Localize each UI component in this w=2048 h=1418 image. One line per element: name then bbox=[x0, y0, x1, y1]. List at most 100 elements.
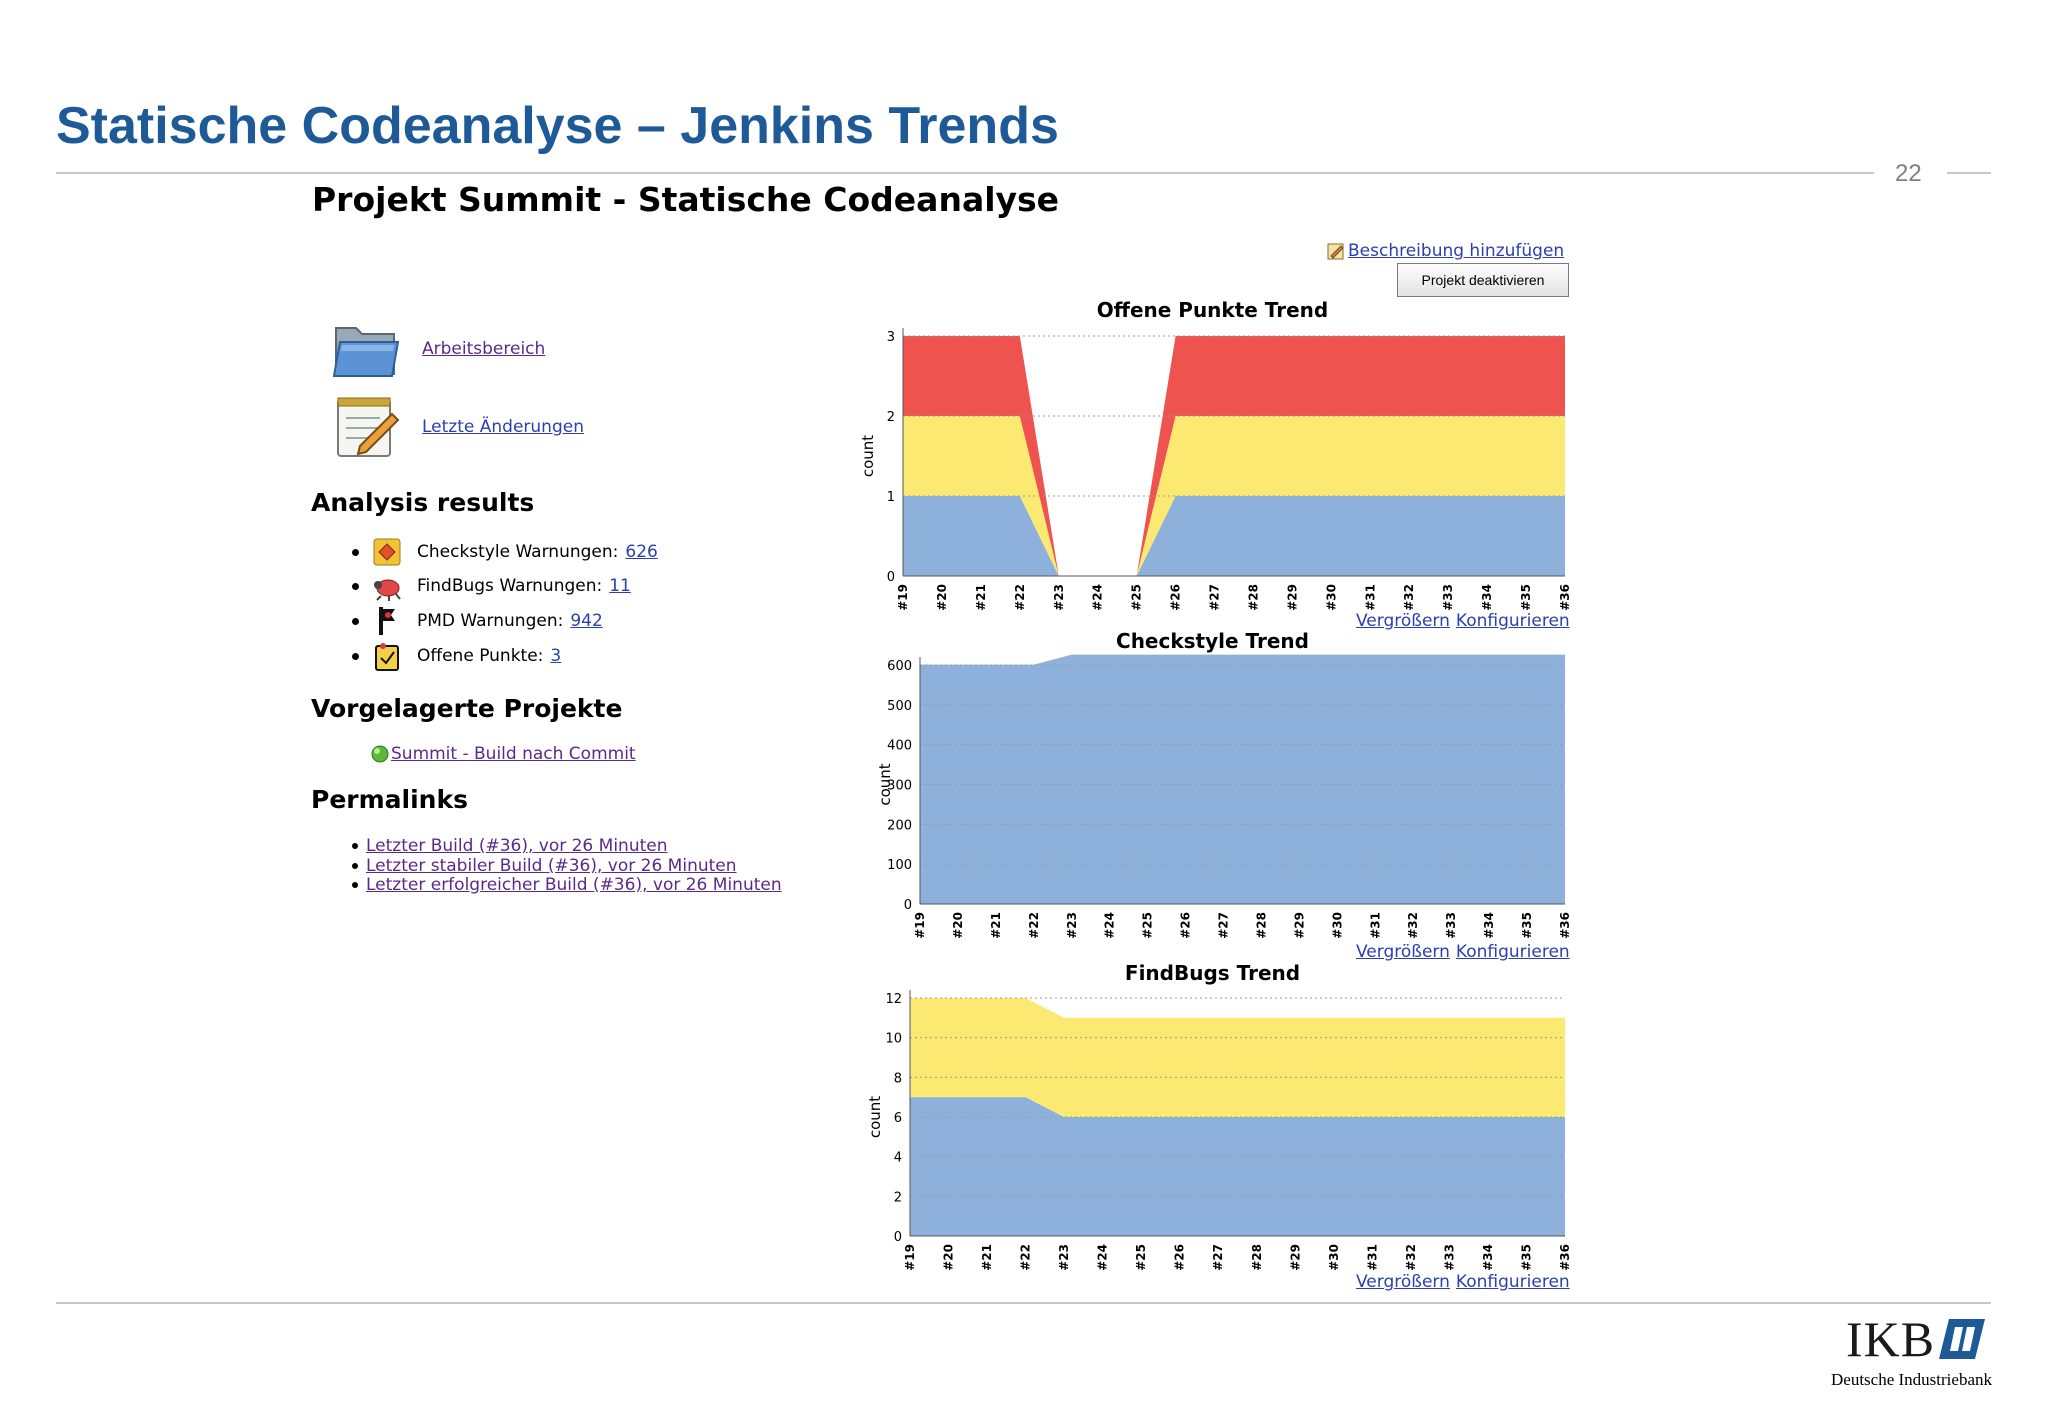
findbugs-count-link[interactable]: 11 bbox=[609, 576, 631, 596]
x-tick-label: #32 bbox=[1406, 912, 1420, 939]
checkstyle-trend-chart[interactable]: 0 100 200 300 400 500 600 #19 #20 #21 #22 #23 #24 #25… bbox=[850, 650, 1580, 950]
x-tick-label: #33 bbox=[1444, 912, 1458, 939]
y-tick-label: 10 bbox=[885, 1032, 902, 1047]
company-name: Deutsche Industriebank bbox=[1831, 1370, 1992, 1389]
task-recent-changes[interactable]: Letzte Änderungen bbox=[330, 394, 584, 460]
x-tick-label: #22 bbox=[1019, 1244, 1033, 1271]
analysis-item-findbugs: FindBugs Warnungen: 11 bbox=[352, 570, 631, 602]
analysis-item-open-tasks: Offene Punkte: 3 bbox=[352, 640, 561, 672]
y-tick-label: 3 bbox=[887, 330, 895, 345]
x-tick-label: #27 bbox=[1217, 912, 1231, 939]
ikb-logo-icon bbox=[1939, 1319, 1986, 1359]
open-tasks-count-link[interactable]: 3 bbox=[550, 646, 562, 666]
x-tick-label: #26 bbox=[1169, 584, 1183, 611]
configure-link[interactable]: Konfigurieren bbox=[1455, 1272, 1570, 1292]
title-divider bbox=[56, 172, 1874, 174]
upstream-project-label[interactable]: Summit - Build nach Commit bbox=[391, 744, 636, 764]
x-tick-label: #29 bbox=[1292, 912, 1306, 939]
x-tick-label: #21 bbox=[974, 584, 988, 611]
x-tick-label: #21 bbox=[980, 1244, 994, 1271]
x-tick-label: #36 bbox=[1558, 584, 1572, 611]
add-description-label[interactable]: Beschreibung hinzufügen bbox=[1348, 241, 1565, 261]
upstream-heading: Vorgelagerte Projekte bbox=[311, 694, 623, 723]
add-description-link[interactable]: Beschreibung hinzufügen bbox=[1326, 241, 1564, 261]
permalink-item: Letzter Build (#36), vor 26 Minuten bbox=[352, 836, 668, 856]
x-tick-label: #31 bbox=[1363, 584, 1377, 611]
x-tick-label: #25 bbox=[1130, 584, 1144, 611]
permalink-last-successful-build[interactable]: Letzter erfolgreicher Build (#36), vor 2… bbox=[366, 875, 782, 895]
configure-link[interactable]: Konfigurieren bbox=[1455, 942, 1570, 962]
findbugs-trend-chart[interactable]: 0 2 4 6 8 10 12 #19 #20 #21 #22 #23 #24 #25 #26 #27 #28 #… bbox=[850, 982, 1580, 1282]
bullet bbox=[352, 582, 359, 590]
company-logo: IKB Deutsche Industriebank bbox=[1822, 1310, 1992, 1410]
x-tick-label: #22 bbox=[1013, 584, 1027, 611]
analysis-heading: Analysis results bbox=[311, 488, 535, 517]
open-tasks-trend-chart[interactable]: 0 1 2 3 #19 #20 #21 #22 #23 #24 #25 #26 #27 #28 #29 #30… bbox=[850, 318, 1580, 618]
enlarge-link[interactable]: Vergrößern bbox=[1356, 942, 1450, 962]
tasks-icon bbox=[375, 643, 399, 671]
bullet bbox=[352, 617, 359, 625]
permalink-last-build[interactable]: Letzter Build (#36), vor 26 Minuten bbox=[366, 836, 668, 856]
x-tick-label: #23 bbox=[1065, 912, 1079, 939]
y-axis-label: count bbox=[876, 763, 894, 805]
x-tick-label: #33 bbox=[1441, 584, 1455, 611]
open-tasks-label: Offene Punkte: bbox=[417, 646, 544, 666]
permalink-last-stable-build[interactable]: Letzter stabiler Build (#36), vor 26 Min… bbox=[366, 856, 737, 876]
pmd-icon bbox=[379, 607, 395, 635]
x-tick-label: #32 bbox=[1402, 584, 1416, 611]
chart-links-findbugs: Vergrößern Konfigurieren bbox=[1350, 1272, 1570, 1292]
slide-title: Statische Codeanalyse – Jenkins Trends bbox=[56, 97, 1059, 155]
pmd-count-link[interactable]: 942 bbox=[570, 611, 603, 631]
x-tick-label: #23 bbox=[1052, 584, 1066, 611]
y-tick-label: 2 bbox=[894, 1190, 902, 1205]
y-tick-label: 12 bbox=[885, 992, 902, 1007]
bullet bbox=[352, 882, 358, 888]
y-tick-label: 0 bbox=[894, 1230, 902, 1245]
chart-title-findbugs: FindBugs Trend bbox=[1124, 961, 1301, 985]
enlarge-link[interactable]: Vergrößern bbox=[1356, 611, 1450, 631]
notepad-icon bbox=[337, 397, 400, 457]
x-tick-label: #20 bbox=[935, 584, 949, 611]
area-series-1 bbox=[910, 998, 1565, 1117]
configure-link[interactable]: Konfigurieren bbox=[1455, 611, 1570, 631]
x-tick-label: #19 bbox=[896, 584, 910, 611]
y-tick-label: 600 bbox=[887, 659, 912, 674]
task-workspace-label[interactable]: Arbeitsbereich bbox=[422, 339, 546, 359]
bullet bbox=[352, 843, 358, 849]
y-tick-label: 200 bbox=[887, 818, 912, 833]
page-number: 22 bbox=[1895, 160, 1922, 187]
task-workspace[interactable]: Arbeitsbereich bbox=[330, 318, 545, 380]
y-tick-label: 100 bbox=[887, 858, 912, 873]
status-ball-icon bbox=[371, 745, 389, 763]
y-axis-label: count bbox=[866, 1096, 884, 1138]
x-tick-label: #30 bbox=[1330, 912, 1344, 939]
x-tick-label: #23 bbox=[1057, 1244, 1071, 1271]
x-tick-label: #24 bbox=[1091, 584, 1105, 611]
x-tick-label: #32 bbox=[1404, 1244, 1418, 1271]
x-tick-label: #19 bbox=[903, 1244, 917, 1271]
x-tick-label: #29 bbox=[1288, 1244, 1302, 1271]
x-tick-label: #27 bbox=[1211, 1244, 1225, 1271]
bullet bbox=[352, 863, 358, 869]
pmd-label: PMD Warnungen: bbox=[417, 611, 564, 631]
checkstyle-count-link[interactable]: 626 bbox=[625, 542, 658, 562]
y-tick-label: 500 bbox=[887, 699, 912, 714]
x-tick-label: #24 bbox=[1096, 1244, 1110, 1271]
task-recent-changes-label[interactable]: Letzte Änderungen bbox=[422, 417, 584, 437]
y-tick-label: 400 bbox=[887, 739, 912, 754]
x-tick-label: #36 bbox=[1558, 1244, 1572, 1271]
y-tick-label: 6 bbox=[894, 1111, 902, 1126]
x-tick-label: #36 bbox=[1558, 912, 1572, 939]
y-tick-label: 300 bbox=[887, 779, 912, 794]
analysis-item-checkstyle: Checkstyle Warnungen: 626 bbox=[352, 536, 658, 568]
x-tick-label: #24 bbox=[1103, 912, 1117, 939]
bug-icon bbox=[374, 579, 401, 601]
x-tick-label: #25 bbox=[1134, 1244, 1148, 1271]
upstream-project-link[interactable]: Summit - Build nach Commit bbox=[371, 744, 636, 764]
bullet bbox=[352, 652, 359, 660]
area-series-0 bbox=[920, 654, 1565, 904]
enlarge-link[interactable]: Vergrößern bbox=[1356, 1272, 1450, 1292]
deactivate-project-button[interactable]: Projekt deaktivieren bbox=[1397, 263, 1569, 297]
x-tick-label: #34 bbox=[1482, 912, 1496, 939]
edit-icon bbox=[1327, 243, 1344, 260]
